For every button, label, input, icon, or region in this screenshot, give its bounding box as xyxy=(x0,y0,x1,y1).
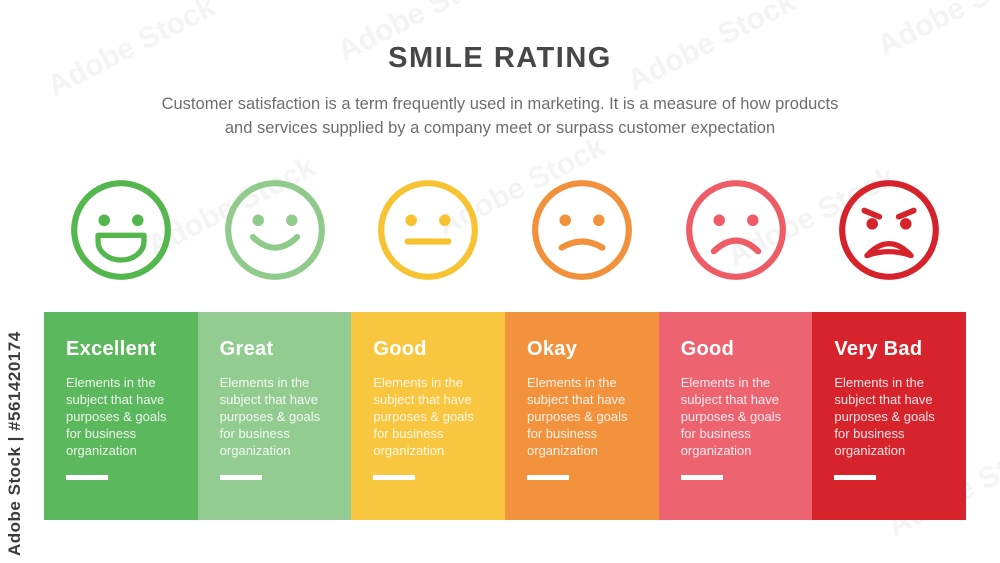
rating-box-great: Great Elements in the subject that have … xyxy=(197,312,352,520)
rating-box-description: Elements in the subject that have purpos… xyxy=(527,375,628,458)
slight-frown-face-icon xyxy=(505,176,659,284)
underline-dash xyxy=(373,475,416,480)
rating-box-title: Okay xyxy=(527,338,578,360)
rating-box-description: Elements in the subject that have purpos… xyxy=(219,375,321,458)
page-subtitle: Customer satisfaction is a term frequent… xyxy=(70,92,930,140)
faces-row xyxy=(44,176,966,284)
underline-dash xyxy=(834,475,877,480)
rating-box-excellent: Excellent Elements in the subject that h… xyxy=(44,312,198,520)
rating-box-title: Good xyxy=(373,338,427,360)
rating-box-description: Elements in the subject that have purpos… xyxy=(680,375,782,458)
rating-box-title: Very Bad xyxy=(834,338,923,360)
page-title: SMILE RATING xyxy=(388,42,612,74)
frowning-face-icon xyxy=(659,176,813,284)
underline-dash xyxy=(66,475,108,480)
rating-box-good: Good Elements in the subject that have p… xyxy=(351,312,506,520)
rating-box-description: Elements in the subject that have purpos… xyxy=(66,375,167,458)
stock-id-watermark: Adobe Stock | #561420174 xyxy=(5,331,24,556)
rating-boxes-row: Excellent Elements in the subject that h… xyxy=(44,312,967,520)
rating-box-title: Great xyxy=(219,338,274,360)
smiling-face-icon xyxy=(198,176,352,284)
rating-box-good-2: Good Elements in the subject that have p… xyxy=(658,312,813,520)
underline-dash xyxy=(219,475,262,480)
rating-box-description: Elements in the subject that have purpos… xyxy=(373,375,474,458)
rating-box-title: Good xyxy=(680,338,735,360)
rating-box-very-bad: Very Bad Elements in the subject that ha… xyxy=(812,312,967,520)
laughing-face-icon xyxy=(44,176,198,284)
rating-box-title: Excellent xyxy=(66,338,157,360)
underline-dash xyxy=(680,475,723,480)
subtitle-line-2: and services supplied by a company meet … xyxy=(224,119,776,137)
rating-box-okay: Okay Elements in the subject that have p… xyxy=(505,312,659,520)
neutral-face-icon xyxy=(351,176,505,284)
angry-face-icon xyxy=(812,176,966,284)
subtitle-line-1: Customer satisfaction is a term frequent… xyxy=(161,95,839,113)
underline-dash xyxy=(527,475,570,480)
rating-box-description: Elements in the subject that have purpos… xyxy=(834,375,935,458)
